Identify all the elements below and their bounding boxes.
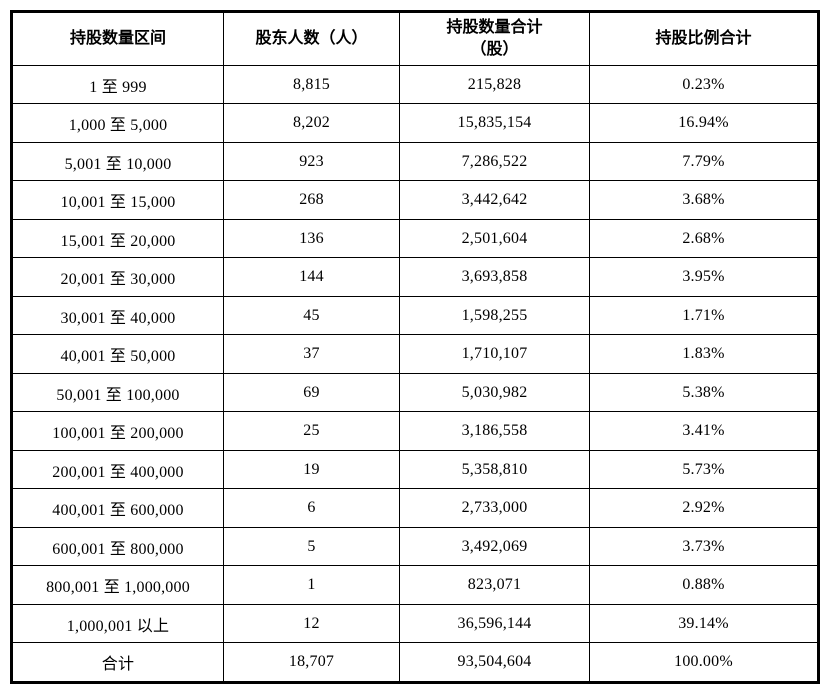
table-cell: 0.23% [589, 64, 819, 105]
table-cell: 1,000 至 5,000 [11, 103, 224, 143]
table-cell: 800,001 至 1,000,000 [11, 565, 224, 605]
table-cell: 3,693,858 [399, 257, 590, 297]
table-cell: 1.83% [589, 334, 819, 374]
table-cell: 7,286,522 [399, 141, 590, 182]
table-cell: 19 [223, 449, 400, 490]
table-cell: 400,001 至 600,000 [11, 488, 224, 528]
column-header-shareholder-count: 股东人数（人） [223, 11, 400, 66]
table-cell: 25 [223, 411, 400, 451]
table-cell: 100,001 至 200,000 [11, 411, 224, 451]
table-cell: 2.68% [589, 218, 819, 259]
table-cell: 1.71% [589, 295, 819, 336]
table-row: 1,000 至 5,000 8,202 15,835,154 16.94% [11, 103, 819, 143]
table-cell: 15,001 至 20,000 [11, 218, 224, 259]
table-row: 200,001 至 400,000 19 5,358,810 5.73% [11, 449, 819, 490]
table-cell: 5 [223, 526, 400, 567]
table-cell: 2,501,604 [399, 218, 590, 259]
table-row: 40,001 至 50,000 37 1,710,107 1.83% [11, 334, 819, 374]
table-cell: 45 [223, 295, 400, 336]
table-cell: 3,492,069 [399, 526, 590, 567]
table-row: 5,001 至 10,000 923 7,286,522 7.79% [11, 141, 819, 182]
table-cell: 1 [223, 565, 400, 605]
table-cell: 3.41% [589, 411, 819, 451]
table-cell: 1,000,001 以上 [11, 603, 224, 644]
table-cell: 69 [223, 372, 400, 413]
table-row: 800,001 至 1,000,000 1 823,071 0.88% [11, 565, 819, 605]
table-cell: 12 [223, 603, 400, 644]
table-cell: 8,815 [223, 64, 400, 105]
table-cell: 8,202 [223, 103, 400, 143]
table-cell: 20,001 至 30,000 [11, 257, 224, 297]
table-row: 600,001 至 800,000 5 3,492,069 3.73% [11, 526, 819, 567]
table-cell: 200,001 至 400,000 [11, 449, 224, 490]
table-row: 10,001 至 15,000 268 3,442,642 3.68% [11, 180, 819, 220]
column-header-total-shares: 持股数量合计 （股） [399, 11, 590, 66]
table-cell: 5.38% [589, 372, 819, 413]
table-cell: 37 [223, 334, 400, 374]
table-cell: 2,733,000 [399, 488, 590, 528]
table-cell: 0.88% [589, 565, 819, 605]
table-cell: 3.68% [589, 180, 819, 220]
table-cell: 18,707 [223, 642, 400, 683]
table-cell: 823,071 [399, 565, 590, 605]
table-cell: 40,001 至 50,000 [11, 334, 224, 374]
table-cell: 3.73% [589, 526, 819, 567]
table-header-row: 持股数量区间 股东人数（人） 持股数量合计 （股） 持股比例合计 [11, 11, 819, 66]
table-cell: 1 至 999 [11, 64, 224, 105]
table-total-row: 合计 18,707 93,504,604 100.00% [11, 642, 819, 683]
table-cell: 1,710,107 [399, 334, 590, 374]
table-cell: 5,030,982 [399, 372, 590, 413]
table-cell: 923 [223, 141, 400, 182]
table-body: 1 至 999 8,815 215,828 0.23% 1,000 至 5,000 8,2… [11, 64, 819, 683]
table-row: 400,001 至 600,000 6 2,733,000 2.92% [11, 488, 819, 528]
table-cell: 合计 [11, 642, 224, 683]
table-cell: 1,598,255 [399, 295, 590, 336]
table-row: 1,000,001 以上 12 36,596,144 39.14% [11, 603, 819, 644]
table-cell: 5.73% [589, 449, 819, 490]
table-cell: 100.00% [589, 642, 819, 683]
table-cell: 215,828 [399, 64, 590, 105]
table-cell: 268 [223, 180, 400, 220]
table-cell: 144 [223, 257, 400, 297]
table-cell: 39.14% [589, 603, 819, 644]
table-cell: 36,596,144 [399, 603, 590, 644]
table-cell: 15,835,154 [399, 103, 590, 143]
table-cell: 10,001 至 15,000 [11, 180, 224, 220]
table-cell: 3,442,642 [399, 180, 590, 220]
table-cell: 5,001 至 10,000 [11, 141, 224, 182]
table-row: 30,001 至 40,000 45 1,598,255 1.71% [11, 295, 819, 336]
column-header-total-ratio: 持股比例合计 [589, 11, 819, 66]
table-cell: 50,001 至 100,000 [11, 372, 224, 413]
table-row: 100,001 至 200,000 25 3,186,558 3.41% [11, 411, 819, 451]
table-cell: 16.94% [589, 103, 819, 143]
table-cell: 7.79% [589, 141, 819, 182]
table-cell: 93,504,604 [399, 642, 590, 683]
table-cell: 136 [223, 218, 400, 259]
table-cell: 5,358,810 [399, 449, 590, 490]
table-cell: 30,001 至 40,000 [11, 295, 224, 336]
table-row: 20,001 至 30,000 144 3,693,858 3.95% [11, 257, 819, 297]
table-row: 15,001 至 20,000 136 2,501,604 2.68% [11, 218, 819, 259]
table-cell: 6 [223, 488, 400, 528]
table-row: 50,001 至 100,000 69 5,030,982 5.38% [11, 372, 819, 413]
table-cell: 2.92% [589, 488, 819, 528]
table-cell: 3,186,558 [399, 411, 590, 451]
column-header-holding-range: 持股数量区间 [11, 11, 224, 66]
shareholding-distribution-table: 持股数量区间 股东人数（人） 持股数量合计 （股） 持股比例合计 1 至 999… [10, 10, 820, 684]
table-row: 1 至 999 8,815 215,828 0.23% [11, 64, 819, 105]
table-cell: 3.95% [589, 257, 819, 297]
table-cell: 600,001 至 800,000 [11, 526, 224, 567]
